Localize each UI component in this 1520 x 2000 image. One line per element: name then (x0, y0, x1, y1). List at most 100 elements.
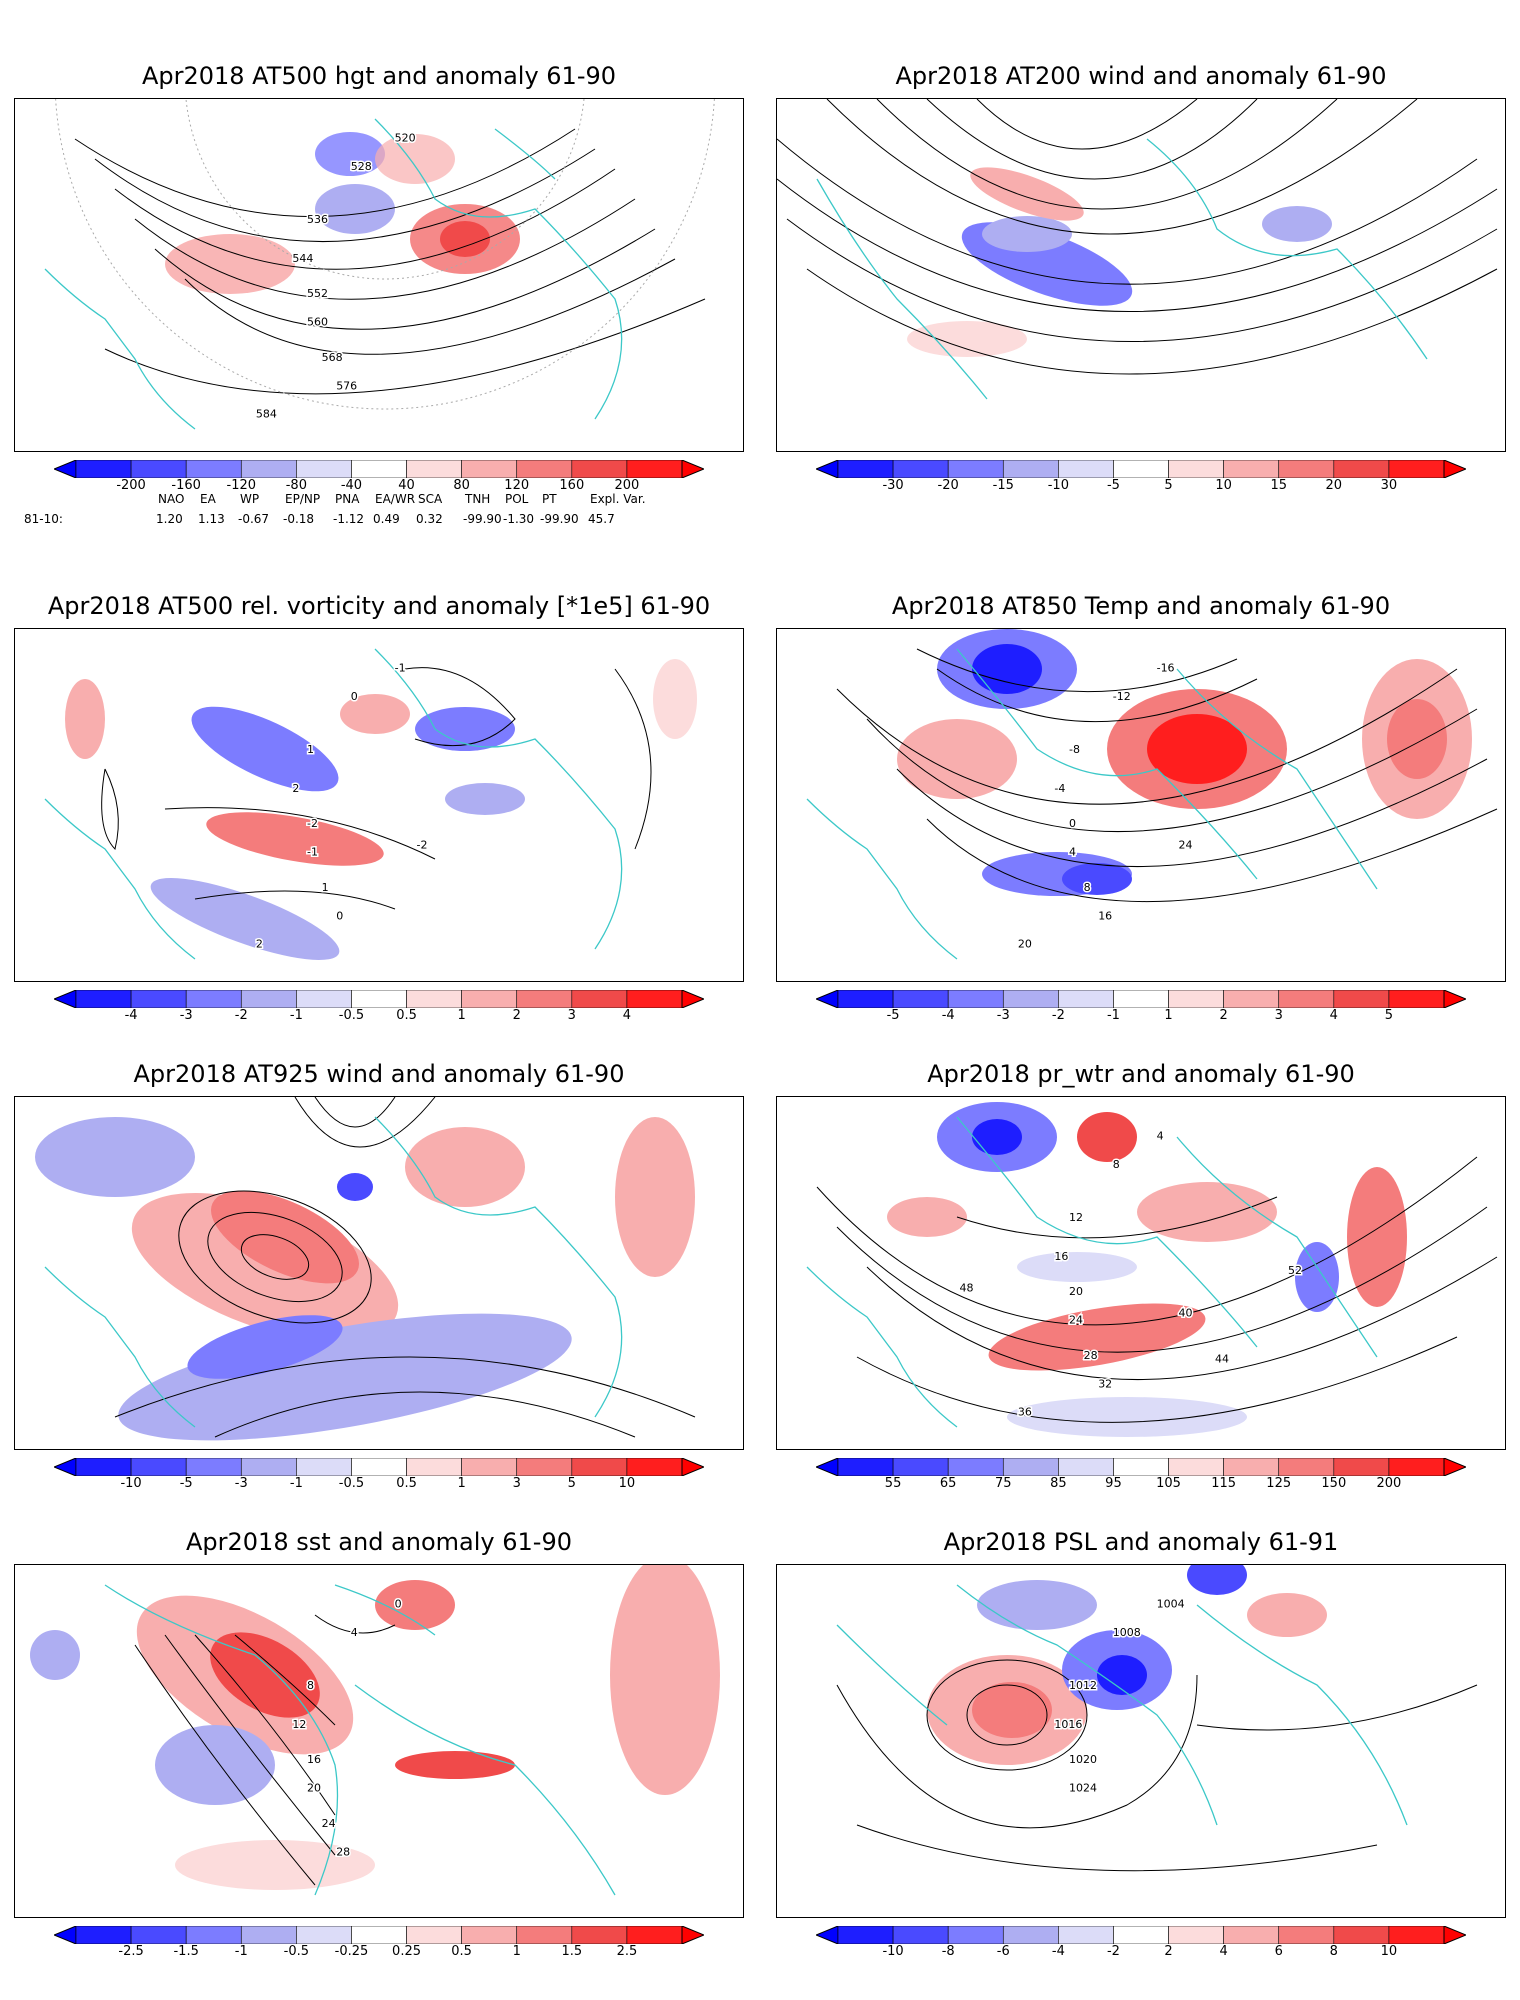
colorbar-label: -1.5 (173, 1944, 199, 1959)
contour-label: 40 (1179, 1306, 1193, 1319)
teleconnection-values: 81-10: 1.20 1.13 -0.67 -0.18 -1.12 0.49 0.32 -99… (20, 512, 720, 528)
colorbar-swatch (1333, 1926, 1390, 1944)
colorbar-label: 150 (1321, 1476, 1347, 1491)
colorbar-swatch (1058, 990, 1114, 1008)
colorbar-swatch (406, 460, 462, 478)
colorbar-label: 10 (1215, 478, 1232, 493)
teleconnection-header-cell: WP (240, 492, 260, 506)
colorbar-swatch (75, 990, 132, 1008)
teleconnection-header: NAO EA WP EP/NP PNA EA/WR SCA TNH POL PT Expl. Var… (20, 492, 720, 508)
contour-label: -2 (417, 838, 428, 851)
map-graphic (35, 1097, 696, 1441)
contour-label: 528 (351, 160, 372, 173)
colorbar-swatch (1278, 1926, 1335, 1944)
colorbar-swatch (351, 460, 407, 478)
contour-label: 1 (307, 743, 314, 756)
colorbar-label: -10 (1047, 478, 1069, 493)
colorbar-swatch (947, 1926, 1004, 1944)
colorbar-swatch (185, 990, 242, 1008)
colorbar-labels: 55 65 75 85 95 105 115 125 150 200 (816, 1476, 1466, 1494)
colorbar-swatches (816, 1458, 1466, 1476)
colorbar-swatch (947, 1458, 1004, 1476)
contour-label: 32 (1098, 1377, 1112, 1390)
colorbar-swatch (1168, 1926, 1224, 1944)
contour-label: 568 (322, 351, 343, 364)
colorbar-label: 15 (1270, 478, 1287, 493)
colorbar-swatch (892, 1926, 949, 1944)
panel-title: Apr2018 pr_wtr and anomaly 61-90 (927, 1060, 1355, 1088)
contour-label: 576 (336, 379, 357, 392)
colorbar-swatch (461, 1458, 518, 1476)
contour-label: 44 (1215, 1353, 1229, 1366)
teleconnection-value: 45.7 (588, 512, 615, 526)
colorbar-label: 115 (1211, 1476, 1237, 1491)
contour-label: 16 (307, 1753, 321, 1766)
colorbar-label: -2 (1106, 1944, 1120, 1959)
teleconnection-value: -99.90 (540, 512, 579, 526)
contour-label: 560 (307, 316, 328, 329)
colorbar-label: 3 (512, 1476, 521, 1491)
colorbar-swatch (1223, 990, 1280, 1008)
colorbar-end-high (1443, 1926, 1466, 1944)
colorbar-label: -1 (289, 1476, 303, 1491)
colorbar-swatch (296, 990, 352, 1008)
colorbar-swatch (1223, 460, 1280, 478)
colorbar-swatch (1388, 1458, 1445, 1476)
colorbar-label: -10 (120, 1476, 142, 1491)
colorbar-swatch (75, 1458, 132, 1476)
colorbar-label: -40 (340, 478, 363, 493)
colorbar-label: 6 (1274, 1944, 1283, 1959)
contour-label: 552 (307, 287, 328, 300)
panel-200wind: Apr2018 AT200 wind and anomaly 61-90 -30… (776, 62, 1506, 502)
teleconnection-header-cell: PNA (335, 492, 360, 506)
contour-label: 0 (395, 1597, 402, 1610)
colorbar-label: 1 (1164, 1008, 1173, 1023)
colorbar-swatch (892, 990, 949, 1008)
colorbar-labels: -10 -5 -3 -1 -0.5 0.5 1 3 5 10 (54, 1476, 704, 1494)
panel-500hgt: Apr2018 AT500 hgt and anomaly 61-90 520 5… (14, 62, 744, 552)
colorbar-end-high (681, 1458, 704, 1476)
teleconnection-value: -1.12 (333, 512, 365, 526)
map-graphic: -1 0 1 2 -2 -1 1 0 2 -2 (44, 648, 697, 960)
map-plot: -1 0 1 2 -2 -1 1 0 2 -2 (14, 628, 744, 982)
colorbar-swatch (240, 990, 297, 1008)
colorbar-swatch (1278, 460, 1335, 478)
colorbar-labels: -5 -4 -3 -2 -1 1 2 3 4 5 (816, 1008, 1466, 1026)
colorbar-swatch (296, 1458, 352, 1476)
colorbar-swatch (1113, 1926, 1169, 1944)
colorbar-end-low (816, 1926, 839, 1944)
colorbar-labels: -4 -3 -2 -1 -0.5 0.5 1 2 3 4 (54, 1008, 704, 1026)
contour-label: 4 (351, 1626, 358, 1639)
colorbar-label: -6 (996, 1944, 1010, 1959)
contour-label: 1 (322, 881, 329, 894)
colorbar: -2.5 -1.5 -1 -0.5 -0.25 0.25 0.5 1 1.5 2.5 (54, 1926, 704, 1966)
colorbar-label: 200 (614, 478, 640, 493)
colorbar-swatch (626, 1926, 683, 1944)
colorbar-swatch (351, 1458, 407, 1476)
contour-label: 16 (1098, 909, 1112, 922)
colorbar-swatches (54, 1926, 704, 1944)
contour-label: 48 (960, 1282, 974, 1295)
colorbar-label: -0.5 (283, 1944, 310, 1959)
contour-label: 4 (1157, 1129, 1164, 1142)
colorbar-swatches (54, 990, 704, 1008)
teleconnection-table: NAO EA WP EP/NP PNA EA/WR SCA TNH POL PT Expl. Var… (20, 492, 720, 532)
colorbar-swatch (1223, 1926, 1280, 1944)
contour-label: 0 (336, 909, 343, 922)
contour-label: 20 (1018, 938, 1032, 951)
contour-label: 0 (351, 690, 358, 703)
colorbar-label: 5 (1164, 478, 1173, 493)
colorbar-swatch (1168, 1458, 1224, 1476)
colorbar: -4 -3 -2 -1 -0.5 0.5 1 2 3 4 (54, 990, 704, 1030)
colorbar-swatch (461, 1926, 518, 1944)
colorbar-label: -3 (996, 1008, 1010, 1023)
colorbar-swatch (1058, 1458, 1114, 1476)
teleconnection-header-cell: EP/NP (285, 492, 321, 506)
colorbar-label: -120 (226, 478, 257, 493)
colorbar-end-low (54, 1458, 77, 1476)
colorbar-swatch (1113, 460, 1169, 478)
colorbar-label: 1 (512, 1944, 521, 1959)
panel-title: Apr2018 AT925 wind and anomaly 61-90 (133, 1060, 625, 1088)
colorbar-swatch (351, 990, 407, 1008)
